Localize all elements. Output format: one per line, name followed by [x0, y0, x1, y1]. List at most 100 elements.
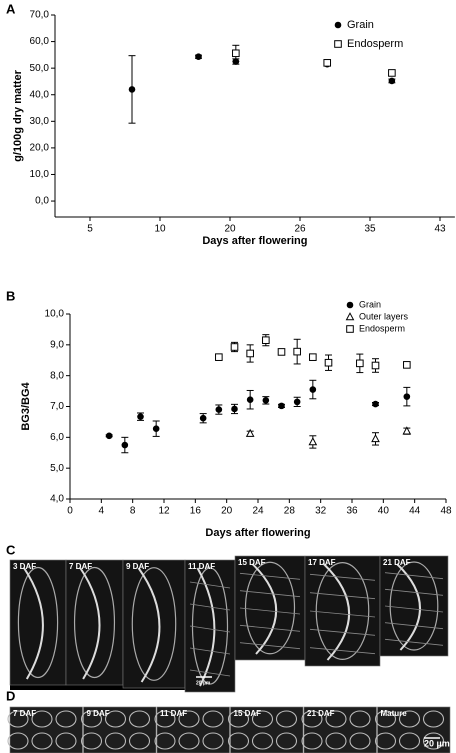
cell: [227, 732, 250, 750]
cell-wall: [384, 572, 444, 580]
cell: [178, 732, 200, 750]
cell-wall: [384, 622, 444, 630]
point: [246, 349, 254, 358]
legend-marker: [334, 21, 342, 29]
y-tick-label: 8,0: [50, 370, 64, 381]
cell-wall: [189, 647, 231, 655]
micrograph-label: 3 DAF: [13, 562, 36, 571]
micrograph-label: 15 DAF: [234, 709, 262, 718]
cell: [202, 732, 224, 750]
tissue-layer: [323, 563, 351, 661]
y-tick-label: 0,0: [35, 196, 49, 207]
x-tick-label: 24: [252, 506, 264, 517]
micrograph-label: 21 DAF: [307, 709, 335, 718]
x-tick-label: 16: [190, 506, 202, 517]
micrograph: [83, 706, 157, 753]
scale-bar-label: 20 µm: [424, 738, 450, 748]
micrograph-label: Mature: [381, 709, 408, 718]
cell: [80, 710, 103, 728]
cell: [251, 710, 274, 728]
legend-marker: [346, 325, 354, 333]
point: [277, 348, 286, 356]
point: [215, 406, 223, 413]
point: [128, 86, 136, 93]
point: [137, 413, 144, 420]
y-tick-label: 10,0: [30, 169, 50, 180]
cell: [55, 710, 77, 728]
legend-label: Endosperm: [359, 323, 405, 333]
point: [245, 428, 255, 437]
y-tick-label: 7,0: [50, 401, 64, 412]
cell: [154, 710, 176, 728]
legend-marker: [345, 312, 355, 321]
tissue-outline: [389, 561, 439, 651]
x-tick-label: 48: [440, 506, 452, 517]
point: [231, 405, 238, 413]
y-tick-label: 40,0: [30, 89, 50, 100]
cell-wall: [189, 603, 231, 611]
x-tick-label: 20: [224, 224, 236, 235]
legend-marker: [334, 40, 342, 48]
point: [388, 77, 396, 85]
y-axis-title: g/100g dry matter: [12, 69, 24, 161]
micrograph: [9, 706, 83, 753]
cell-wall: [309, 592, 376, 600]
cell: [227, 710, 250, 728]
x-tick-label: 4: [99, 506, 105, 517]
point: [232, 49, 240, 58]
micrograph-label: 11 DAF: [160, 709, 187, 718]
tissue-outline: [17, 566, 59, 679]
tissue-layer: [137, 567, 161, 683]
point: [278, 402, 285, 410]
micrograph: [65, 559, 124, 686]
cell: [104, 710, 127, 728]
point: [105, 432, 113, 440]
tissue-outline: [244, 561, 296, 655]
point: [372, 400, 379, 408]
legend-label: Grain: [347, 19, 374, 31]
panel-letter: A: [6, 1, 16, 16]
y-tick-label: 30,0: [30, 116, 50, 127]
y-tick-label: 5,0: [50, 463, 64, 474]
y-tick-label: 6,0: [50, 432, 64, 443]
point: [356, 359, 364, 368]
y-tick-label: 50,0: [30, 63, 50, 74]
x-tick-label: 35: [364, 224, 376, 235]
micrograph: [303, 706, 377, 753]
cell: [31, 710, 53, 728]
micrograph: [184, 559, 236, 693]
point: [215, 353, 223, 361]
cell: [349, 710, 371, 728]
y-tick-label: 9,0: [50, 339, 64, 350]
x-axis-title: Days after flowering: [205, 527, 310, 539]
cell: [128, 710, 151, 728]
point: [262, 336, 270, 345]
cell-wall: [309, 610, 376, 618]
cell: [422, 732, 445, 750]
tissue-outline: [315, 561, 370, 660]
point: [309, 353, 317, 361]
cell: [301, 710, 323, 728]
x-tick-label: 28: [284, 506, 296, 517]
x-tick-label: 26: [294, 224, 306, 235]
y-tick-label: 70,0: [30, 10, 50, 21]
cell: [202, 710, 224, 728]
cell: [178, 710, 200, 728]
micrograph-label: 17 DAF: [308, 558, 336, 567]
cell: [80, 732, 103, 750]
cell-wall: [239, 642, 301, 650]
cell-wall: [239, 590, 301, 598]
cell: [325, 732, 347, 750]
point: [293, 398, 301, 406]
cell-wall: [189, 625, 231, 633]
point: [308, 437, 318, 446]
point: [403, 361, 411, 369]
micrograph: [9, 559, 67, 686]
x-axis-title: Days after flowering: [202, 235, 307, 247]
point: [121, 441, 129, 449]
point: [371, 361, 380, 370]
micrograph-label: 9 DAF: [87, 709, 110, 718]
micrograph-label: 15 DAF: [238, 558, 266, 567]
micrograph: [304, 555, 381, 667]
point: [371, 434, 380, 443]
